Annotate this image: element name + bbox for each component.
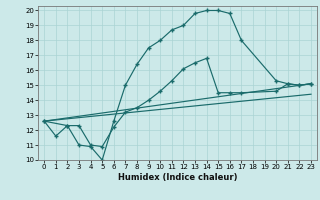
- X-axis label: Humidex (Indice chaleur): Humidex (Indice chaleur): [118, 173, 237, 182]
